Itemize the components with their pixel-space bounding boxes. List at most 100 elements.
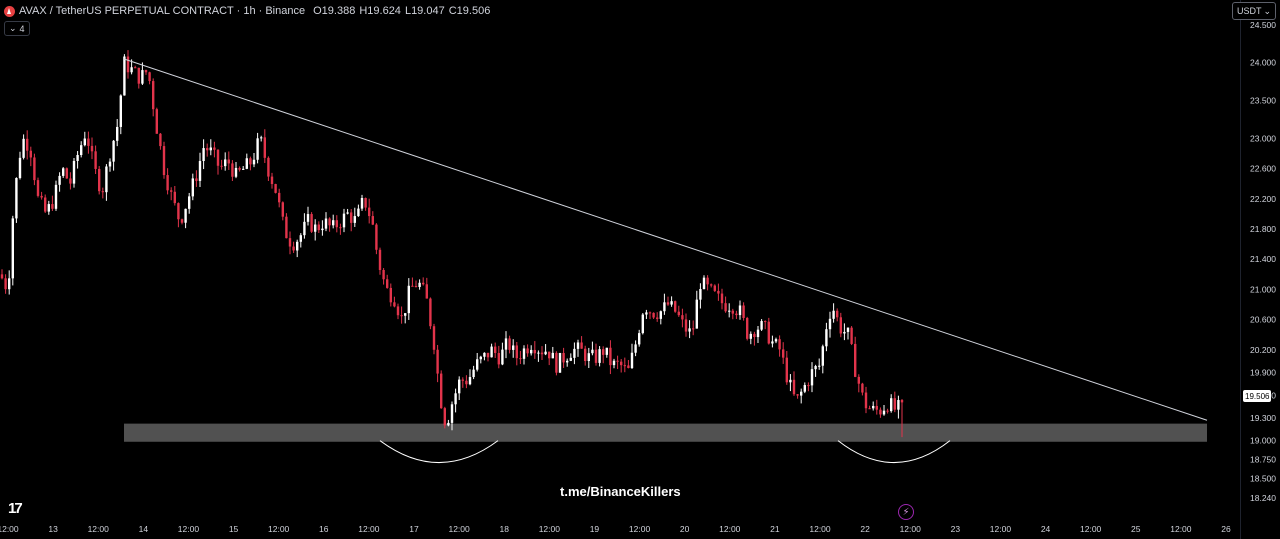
candle-body	[688, 328, 691, 332]
candle-body	[810, 369, 814, 386]
candle-body	[670, 301, 673, 305]
candle-body	[616, 360, 619, 362]
candle-body	[544, 351, 547, 355]
candle-body	[476, 359, 479, 370]
candle-body	[202, 148, 205, 162]
candle-body	[130, 67, 133, 73]
candle-body	[378, 249, 382, 270]
candle-body	[512, 345, 515, 350]
candle-body	[573, 348, 576, 358]
candle-body	[713, 285, 716, 291]
candle-body	[494, 346, 497, 354]
candle-body	[800, 391, 803, 396]
candle-body	[749, 333, 752, 339]
candle-body	[454, 393, 457, 405]
candle-body	[893, 398, 896, 410]
candle-body	[717, 290, 720, 294]
candle-body	[47, 204, 50, 212]
candle-body	[216, 149, 220, 166]
candle-body	[796, 394, 799, 396]
time-tick-label: 12:00	[990, 524, 1012, 534]
candle-body	[220, 165, 223, 167]
candle-body	[389, 287, 392, 303]
candle-body	[828, 318, 832, 330]
candle-body	[342, 213, 346, 228]
time-tick-label: 23	[951, 524, 961, 534]
candle-body	[450, 404, 454, 423]
candle-body	[188, 196, 191, 209]
time-tick-label: 12:00	[0, 524, 19, 534]
candle-body	[123, 56, 126, 96]
candle-body	[299, 235, 302, 242]
candle-body	[540, 352, 544, 355]
candle-body	[173, 191, 176, 204]
candle-body	[663, 302, 666, 312]
time-tick-label: 12:00	[268, 524, 290, 534]
candle-body	[641, 314, 644, 334]
candle-body	[843, 331, 846, 334]
price-tick-label: 18.500	[1250, 473, 1276, 483]
candle-body	[249, 158, 252, 165]
ohlc-close: C19.506	[448, 5, 491, 17]
ohlc-open: O19.388	[313, 5, 356, 17]
candle-body	[666, 302, 670, 305]
candle-body	[868, 408, 871, 410]
candle-body	[360, 197, 364, 209]
candle-body	[411, 285, 414, 287]
candle-body	[429, 298, 432, 327]
candle-body	[724, 303, 727, 312]
candle-body	[184, 208, 187, 223]
candle-body	[684, 319, 688, 332]
candle-body	[224, 159, 227, 167]
candle-body	[407, 285, 410, 314]
candle-body	[422, 282, 425, 285]
candle-body	[112, 140, 115, 162]
time-tick-label: 12:00	[88, 524, 110, 534]
candle-body	[314, 224, 317, 232]
candle-body	[458, 379, 461, 394]
candle-body	[4, 278, 7, 290]
price-tick-label: 19.300	[1250, 413, 1276, 423]
candle-body	[65, 168, 68, 179]
candle-body	[519, 358, 522, 360]
indicator-count: 4	[19, 23, 25, 34]
candle-body	[213, 147, 216, 150]
candle-body	[875, 405, 878, 410]
candle-body	[281, 202, 284, 217]
candle-body	[821, 346, 824, 366]
currency-selector[interactable]: USDT ⌄	[1231, 2, 1276, 20]
time-tick-label: 12:00	[1170, 524, 1192, 534]
lightning-icon[interactable]: ⚡	[898, 504, 914, 520]
candle-body	[321, 228, 324, 231]
candle-body	[116, 126, 119, 141]
symbol-title[interactable]: AVAX / TetherUS PERPETUAL CONTRACT · 1h …	[19, 5, 306, 17]
candle-body	[836, 310, 839, 318]
time-tick-label: 12:00	[178, 524, 200, 534]
candle-body	[594, 349, 598, 363]
support-zone	[124, 423, 1207, 442]
candle-body	[94, 151, 97, 169]
candle-body	[263, 137, 266, 158]
candle-body	[15, 178, 18, 219]
candle-body	[195, 178, 198, 181]
candle-body	[623, 365, 626, 367]
candle-body	[29, 150, 32, 158]
time-tick-label: 18	[499, 524, 509, 534]
candle-body	[756, 329, 760, 338]
candle-body	[440, 373, 443, 409]
indicators-toggle[interactable]: ⌄ 4	[4, 21, 30, 36]
candle-body	[562, 352, 565, 363]
candle-body	[209, 147, 212, 151]
candle-body	[105, 166, 108, 193]
candle-body	[605, 347, 608, 355]
candle-body	[890, 398, 893, 412]
price-axis-separator	[1240, 0, 1241, 539]
candle-body	[767, 321, 770, 344]
tradingview-logo-icon[interactable]: 17	[8, 500, 23, 517]
candle-body	[537, 352, 540, 354]
time-tick-label: 12:00	[719, 524, 741, 534]
candle-body	[375, 224, 378, 250]
candle-body	[681, 315, 684, 320]
candle-body	[782, 349, 785, 358]
